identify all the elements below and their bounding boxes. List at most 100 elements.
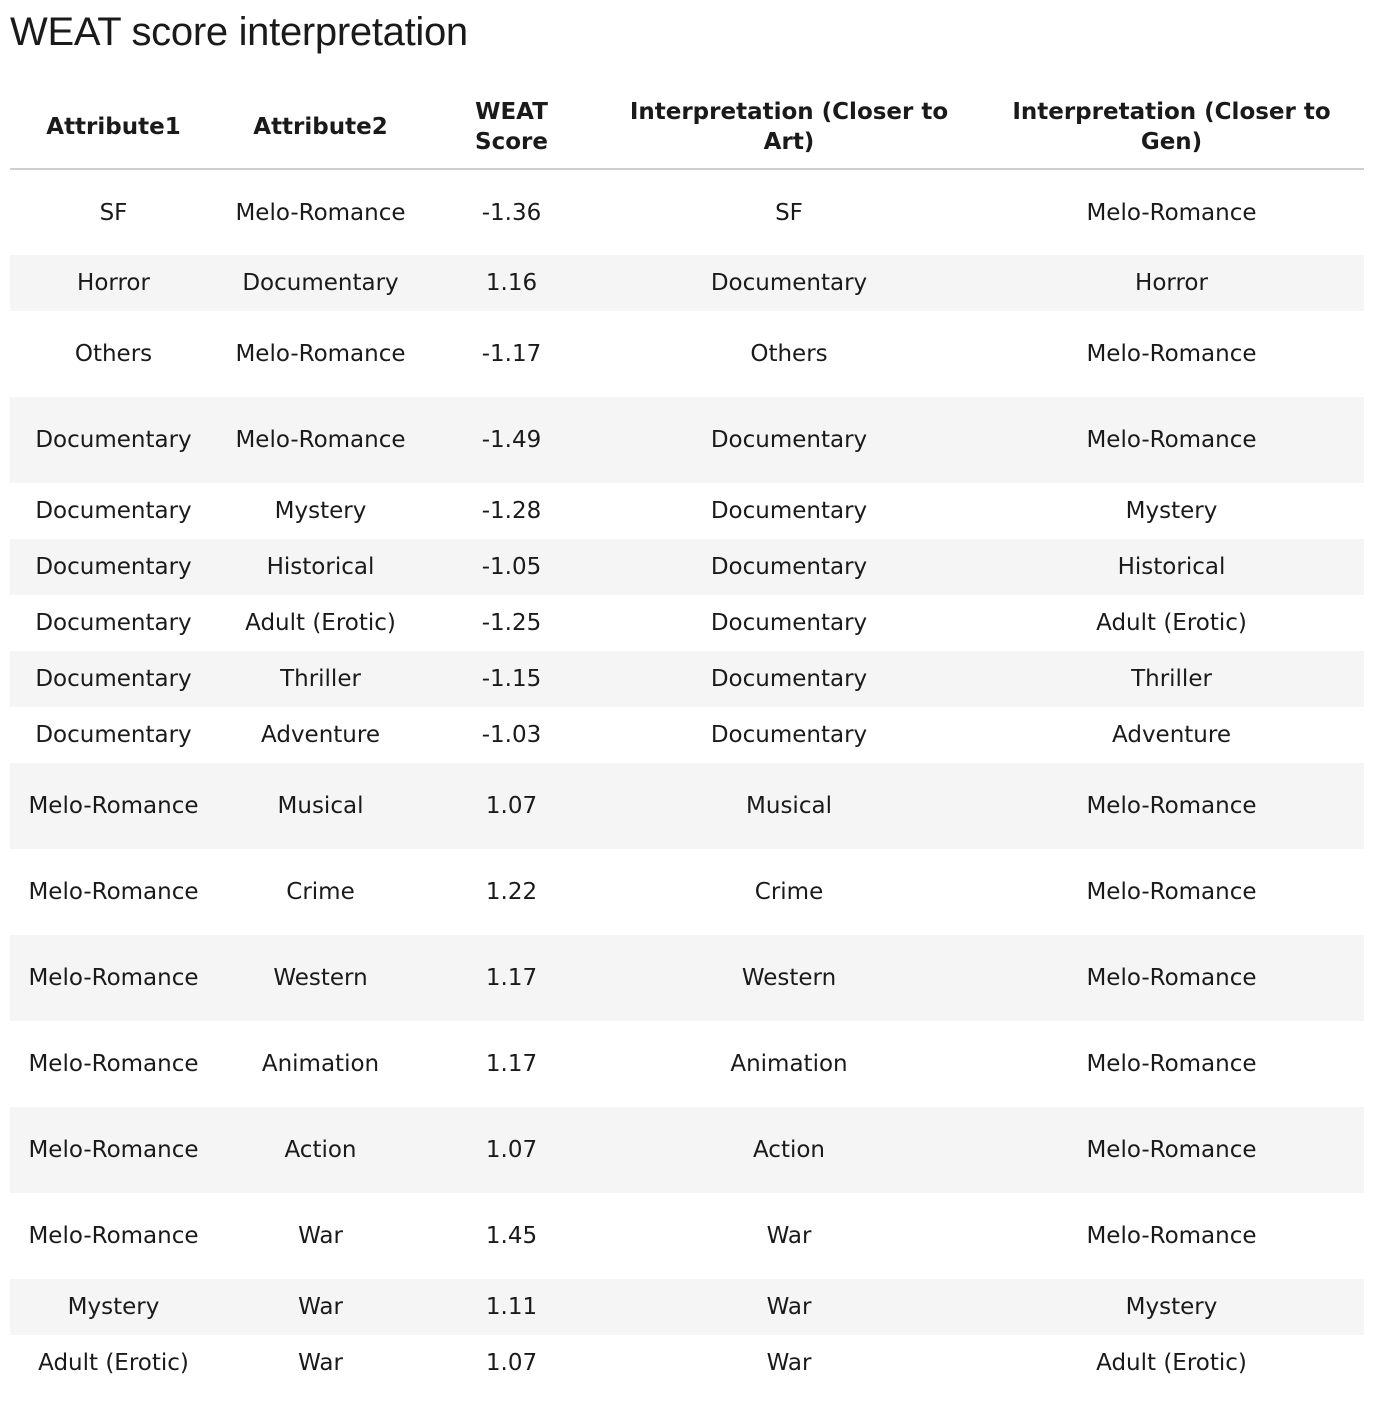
cell-interpretation-gen: Melo-Romance: [979, 1107, 1364, 1193]
page-title: WEAT score interpretation: [10, 10, 468, 54]
cell-interpretation-gen: Adult (Erotic): [979, 1335, 1364, 1391]
cell-interpretation-gen: Melo-Romance: [979, 849, 1364, 935]
cell-interpretation-gen: Melo-Romance: [979, 1193, 1364, 1279]
cell-attribute1: Documentary: [10, 539, 217, 595]
cell-weat-score: 1.17: [424, 1021, 599, 1107]
cell-attribute2: Historical: [217, 539, 424, 595]
table-row: SF Melo-Romance -1.36 SF Melo-Romance: [10, 169, 1364, 255]
cell-attribute2: Western: [217, 935, 424, 1021]
cell-interpretation-art: Animation: [599, 1021, 979, 1107]
cell-attribute2: Documentary: [217, 255, 424, 311]
cell-weat-score: 1.45: [424, 1193, 599, 1279]
cell-interpretation-art: Others: [599, 311, 979, 397]
cell-interpretation-gen: Historical: [979, 539, 1364, 595]
cell-interpretation-art: Documentary: [599, 397, 979, 483]
cell-attribute1: Horror: [10, 255, 217, 311]
column-header-attribute1: Attribute1: [10, 85, 217, 170]
cell-interpretation-art: Musical: [599, 763, 979, 849]
column-header-interpretation-art: Interpretation (Closer to Art): [599, 85, 979, 170]
cell-interpretation-gen: Melo-Romance: [979, 311, 1364, 397]
table-body: SF Melo-Romance -1.36 SF Melo-Romance Ho…: [10, 169, 1364, 1391]
table-row: Melo-Romance Musical 1.07 Musical Melo-R…: [10, 763, 1364, 849]
cell-interpretation-art: SF: [599, 169, 979, 255]
cell-interpretation-gen: Adventure: [979, 707, 1364, 763]
cell-weat-score: 1.22: [424, 849, 599, 935]
cell-weat-score: 1.17: [424, 935, 599, 1021]
cell-weat-score: -1.25: [424, 595, 599, 651]
cell-weat-score: -1.03: [424, 707, 599, 763]
cell-interpretation-art: Western: [599, 935, 979, 1021]
table-row: Documentary Historical -1.05 Documentary…: [10, 539, 1364, 595]
cell-attribute1: Melo-Romance: [10, 935, 217, 1021]
cell-attribute2: Animation: [217, 1021, 424, 1107]
cell-interpretation-art: Documentary: [599, 651, 979, 707]
cell-attribute2: Melo-Romance: [217, 169, 424, 255]
cell-attribute1: Others: [10, 311, 217, 397]
cell-interpretation-gen: Melo-Romance: [979, 169, 1364, 255]
cell-attribute1: Mystery: [10, 1279, 217, 1335]
cell-attribute1: SF: [10, 169, 217, 255]
cell-weat-score: -1.49: [424, 397, 599, 483]
cell-interpretation-art: War: [599, 1335, 979, 1391]
cell-interpretation-gen: Adult (Erotic): [979, 595, 1364, 651]
cell-attribute2: Thriller: [217, 651, 424, 707]
table-row: Documentary Adult (Erotic) -1.25 Documen…: [10, 595, 1364, 651]
cell-attribute2: Crime: [217, 849, 424, 935]
cell-attribute2: War: [217, 1335, 424, 1391]
table-row: Documentary Melo-Romance -1.49 Documenta…: [10, 397, 1364, 483]
cell-weat-score: -1.36: [424, 169, 599, 255]
cell-weat-score: 1.11: [424, 1279, 599, 1335]
table-row: Documentary Thriller -1.15 Documentary T…: [10, 651, 1364, 707]
table-row: Horror Documentary 1.16 Documentary Horr…: [10, 255, 1364, 311]
cell-interpretation-art: Documentary: [599, 595, 979, 651]
column-header-attribute2: Attribute2: [217, 85, 424, 170]
cell-interpretation-art: Action: [599, 1107, 979, 1193]
cell-attribute2: Musical: [217, 763, 424, 849]
cell-attribute1: Documentary: [10, 651, 217, 707]
cell-attribute2: Melo-Romance: [217, 397, 424, 483]
cell-attribute2: Adult (Erotic): [217, 595, 424, 651]
cell-weat-score: 1.16: [424, 255, 599, 311]
cell-weat-score: 1.07: [424, 1107, 599, 1193]
cell-weat-score: -1.15: [424, 651, 599, 707]
cell-attribute2: War: [217, 1279, 424, 1335]
weat-table: Attribute1 Attribute2 WEAT Score Interpr…: [10, 85, 1364, 1391]
cell-attribute1: Documentary: [10, 397, 217, 483]
cell-interpretation-art: Documentary: [599, 539, 979, 595]
column-header-interpretation-gen: Interpretation (Closer to Gen): [979, 85, 1364, 170]
cell-interpretation-art: Crime: [599, 849, 979, 935]
cell-interpretation-gen: Melo-Romance: [979, 397, 1364, 483]
cell-attribute1: Documentary: [10, 707, 217, 763]
cell-attribute1: Melo-Romance: [10, 1021, 217, 1107]
table-row: Melo-Romance Western 1.17 Western Melo-R…: [10, 935, 1364, 1021]
table-row: Adult (Erotic) War 1.07 War Adult (Eroti…: [10, 1335, 1364, 1391]
cell-interpretation-art: War: [599, 1193, 979, 1279]
cell-interpretation-gen: Thriller: [979, 651, 1364, 707]
table-row: Melo-Romance Animation 1.17 Animation Me…: [10, 1021, 1364, 1107]
cell-weat-score: 1.07: [424, 763, 599, 849]
column-header-weat-score: WEAT Score: [424, 85, 599, 170]
cell-interpretation-gen: Melo-Romance: [979, 763, 1364, 849]
cell-interpretation-gen: Melo-Romance: [979, 1021, 1364, 1107]
cell-interpretation-art: Documentary: [599, 707, 979, 763]
cell-attribute1: Documentary: [10, 595, 217, 651]
cell-interpretation-art: Documentary: [599, 483, 979, 539]
cell-interpretation-art: War: [599, 1279, 979, 1335]
cell-attribute2: Adventure: [217, 707, 424, 763]
cell-interpretation-gen: Horror: [979, 255, 1364, 311]
cell-attribute1: Melo-Romance: [10, 763, 217, 849]
cell-weat-score: -1.05: [424, 539, 599, 595]
cell-weat-score: -1.17: [424, 311, 599, 397]
cell-attribute1: Documentary: [10, 483, 217, 539]
cell-interpretation-gen: Mystery: [979, 483, 1364, 539]
header-row: Attribute1 Attribute2 WEAT Score Interpr…: [10, 85, 1364, 170]
cell-attribute1: Adult (Erotic): [10, 1335, 217, 1391]
cell-interpretation-gen: Melo-Romance: [979, 935, 1364, 1021]
table-row: Mystery War 1.11 War Mystery: [10, 1279, 1364, 1335]
table-row: Melo-Romance Action 1.07 Action Melo-Rom…: [10, 1107, 1364, 1193]
table-row: Melo-Romance Crime 1.22 Crime Melo-Roman…: [10, 849, 1364, 935]
cell-attribute1: Melo-Romance: [10, 849, 217, 935]
table-row: Others Melo-Romance -1.17 Others Melo-Ro…: [10, 311, 1364, 397]
cell-attribute1: Melo-Romance: [10, 1107, 217, 1193]
cell-attribute2: War: [217, 1193, 424, 1279]
